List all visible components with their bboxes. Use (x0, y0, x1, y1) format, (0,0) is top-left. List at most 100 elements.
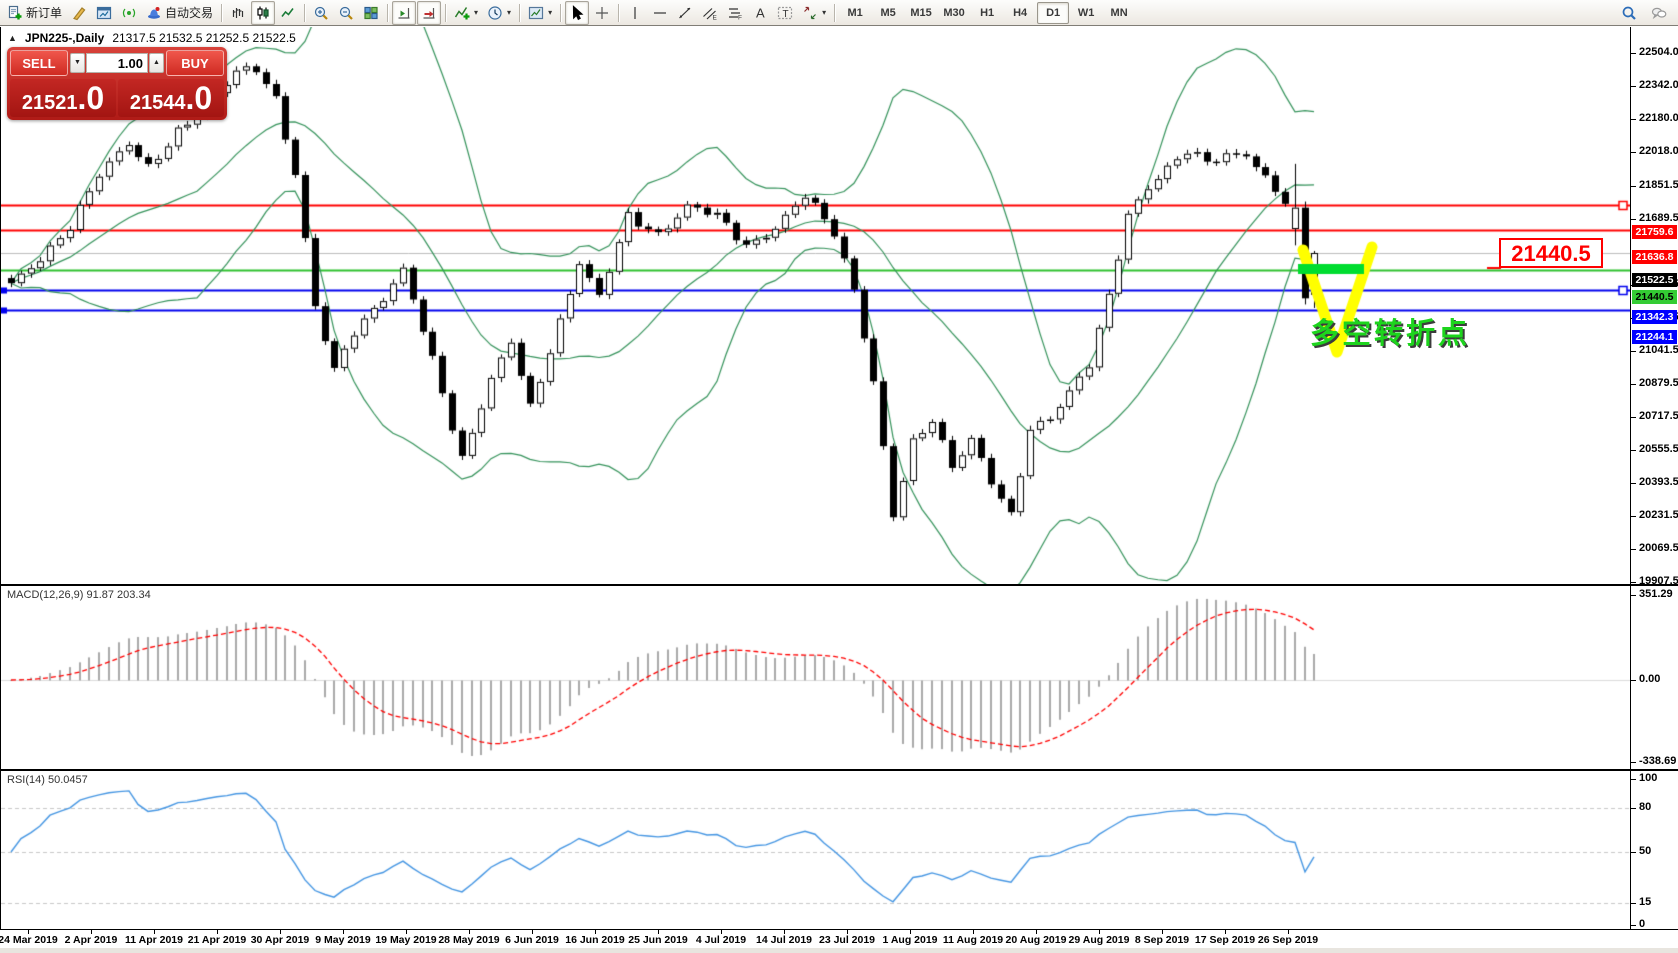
timeframe-m30-button[interactable]: M30 (943, 6, 965, 19)
axis-tick (1631, 761, 1636, 763)
auto-scroll-button[interactable] (417, 0, 442, 25)
chevron-down-icon[interactable]: ▾ (548, 8, 553, 17)
tile-windows-button[interactable] (359, 1, 383, 25)
timeframe-m15-button[interactable]: M15 (910, 6, 932, 19)
indicators-button[interactable]: ▾ (450, 1, 482, 25)
text-button[interactable]: A (748, 1, 772, 25)
timeframe-d1-button[interactable]: D1 (1037, 1, 1070, 24)
styler-icon (71, 5, 87, 21)
chevron-down-icon[interactable]: ▾ (507, 8, 512, 17)
price-chart-canvas[interactable] (1, 27, 1630, 584)
chart-shift-button[interactable] (392, 0, 417, 25)
axis-tick (1631, 903, 1636, 905)
collapse-arrow-icon[interactable]: ▲ (8, 33, 17, 43)
arrows-button[interactable]: ▾ (798, 1, 830, 25)
vertical-line-button[interactable] (623, 1, 647, 25)
rsi-tick-label: 15 (1639, 896, 1652, 909)
text-label-button[interactable]: T (773, 1, 797, 25)
cursor-button[interactable] (565, 0, 590, 25)
zoom-in-button[interactable] (309, 1, 333, 25)
auto-scroll-icon (421, 5, 437, 21)
new-order-button[interactable]: 新订单 (3, 1, 66, 25)
volume-up-button[interactable]: ▲ (149, 53, 164, 73)
pane-splitter[interactable] (0, 584, 1678, 586)
toolbar-separator (519, 3, 521, 22)
date-tick (469, 930, 470, 934)
auto-trading-button[interactable]: 自动交易 (142, 1, 217, 25)
price-callout-annotation[interactable]: 21440.5 (1499, 238, 1603, 268)
date-label: 1 Aug 2019 (882, 934, 938, 946)
macd-canvas[interactable] (1, 586, 1630, 769)
timeframe-m5-button[interactable]: M5 (880, 6, 896, 19)
timeframe-w1-button[interactable]: W1 (1077, 6, 1095, 19)
pane-splitter[interactable] (0, 769, 1678, 771)
date-label: 9 May 2019 (315, 934, 371, 946)
buy-button[interactable]: BUY (166, 50, 224, 76)
trendline-icon (677, 5, 693, 21)
chat-icon[interactable] (1647, 1, 1671, 25)
date-label: 11 Apr 2019 (125, 934, 183, 946)
date-label: 6 Jun 2019 (505, 934, 559, 946)
equidistant-channel-button[interactable]: E (698, 1, 722, 25)
arrows-icon (802, 5, 818, 21)
price-tag: 21522.5 (1632, 272, 1677, 287)
symbol-period-label: JPN225-,Daily (24, 31, 105, 45)
date-label: 26 Sep 2019 (1257, 934, 1319, 946)
candlestick-chart-button[interactable] (251, 0, 276, 25)
date-label: 20 Aug 2019 (1005, 934, 1067, 946)
date-tick (847, 930, 848, 934)
zoom-out-button[interactable] (334, 1, 358, 25)
toolbar: 新订单 自动交易 ▾ ▾ ▾ E F A T ▾ M1 M5 M15 M30 H1 H4 D1 W1 MN (0, 0, 1678, 26)
date-tick (595, 930, 596, 934)
price-tag: 21636.8 (1632, 249, 1677, 264)
horizontal-line-button[interactable] (648, 1, 672, 25)
toolbar-separator (560, 3, 562, 22)
toolbar-separator (618, 3, 620, 22)
date-tick (343, 930, 344, 934)
timeframe-h1-button[interactable]: H1 (980, 6, 995, 19)
date-label: 19 May 2019 (375, 934, 437, 946)
chevron-down-icon[interactable]: ▾ (474, 8, 479, 17)
crosshair-button[interactable] (590, 1, 614, 25)
price-axis[interactable]: 22504.0 22342.0 22180.0 22018.0 21851.5 21689… (1631, 27, 1678, 948)
indicators-icon (454, 5, 470, 21)
timeframe-h4-button[interactable]: H4 (1013, 6, 1028, 19)
turning-point-annotation[interactable]: 多空转折点 (1310, 318, 1471, 350)
date-tick (532, 930, 533, 934)
price-tick-label: 21689.5 (1639, 211, 1678, 224)
fibonacci-icon: F (727, 5, 743, 21)
trendline-button[interactable] (673, 1, 697, 25)
volume-input[interactable] (86, 53, 148, 73)
bar-chart-button[interactable] (226, 1, 250, 25)
styler-button[interactable] (67, 1, 91, 25)
fibonacci-button[interactable]: F (723, 1, 747, 25)
chevron-down-icon[interactable]: ▾ (822, 8, 827, 17)
date-label: 8 Sep 2019 (1134, 934, 1190, 946)
time-axis[interactable]: 24 Mar 2019 2 Apr 2019 11 Apr 2019 21 Apr 2… (0, 929, 1678, 948)
rsi-tick-label: 80 (1639, 801, 1652, 814)
new-chart-icon (96, 5, 112, 21)
volume-down-button[interactable]: ▼ (70, 53, 85, 73)
timeframe-mn-button[interactable]: MN (1110, 6, 1128, 19)
crosshair-icon (594, 5, 610, 21)
date-label: 21 Apr 2019 (187, 934, 247, 946)
new-chart-button[interactable] (92, 1, 116, 25)
periods-button[interactable]: ▾ (483, 1, 515, 25)
search-icon[interactable] (1617, 1, 1641, 25)
templates-button[interactable]: ▾ (524, 1, 556, 25)
line-chart-button[interactable] (276, 1, 300, 25)
tile-windows-icon (363, 5, 379, 21)
svg-text:E: E (713, 14, 718, 21)
rsi-canvas[interactable] (1, 771, 1630, 929)
axis-tick (1631, 417, 1636, 419)
date-tick (91, 930, 92, 934)
toolbar-separator (445, 3, 447, 22)
signals-button[interactable] (117, 1, 141, 25)
price-tick-label: 21041.5 (1639, 343, 1678, 356)
buy-price[interactable]: 21544.0 (118, 79, 224, 117)
sell-price[interactable]: 21521.0 (10, 79, 116, 117)
periods-icon (487, 5, 503, 21)
vertical-line-icon (627, 5, 643, 21)
timeframe-m1-button[interactable]: M1 (847, 6, 863, 19)
sell-button[interactable]: SELL (10, 50, 68, 76)
